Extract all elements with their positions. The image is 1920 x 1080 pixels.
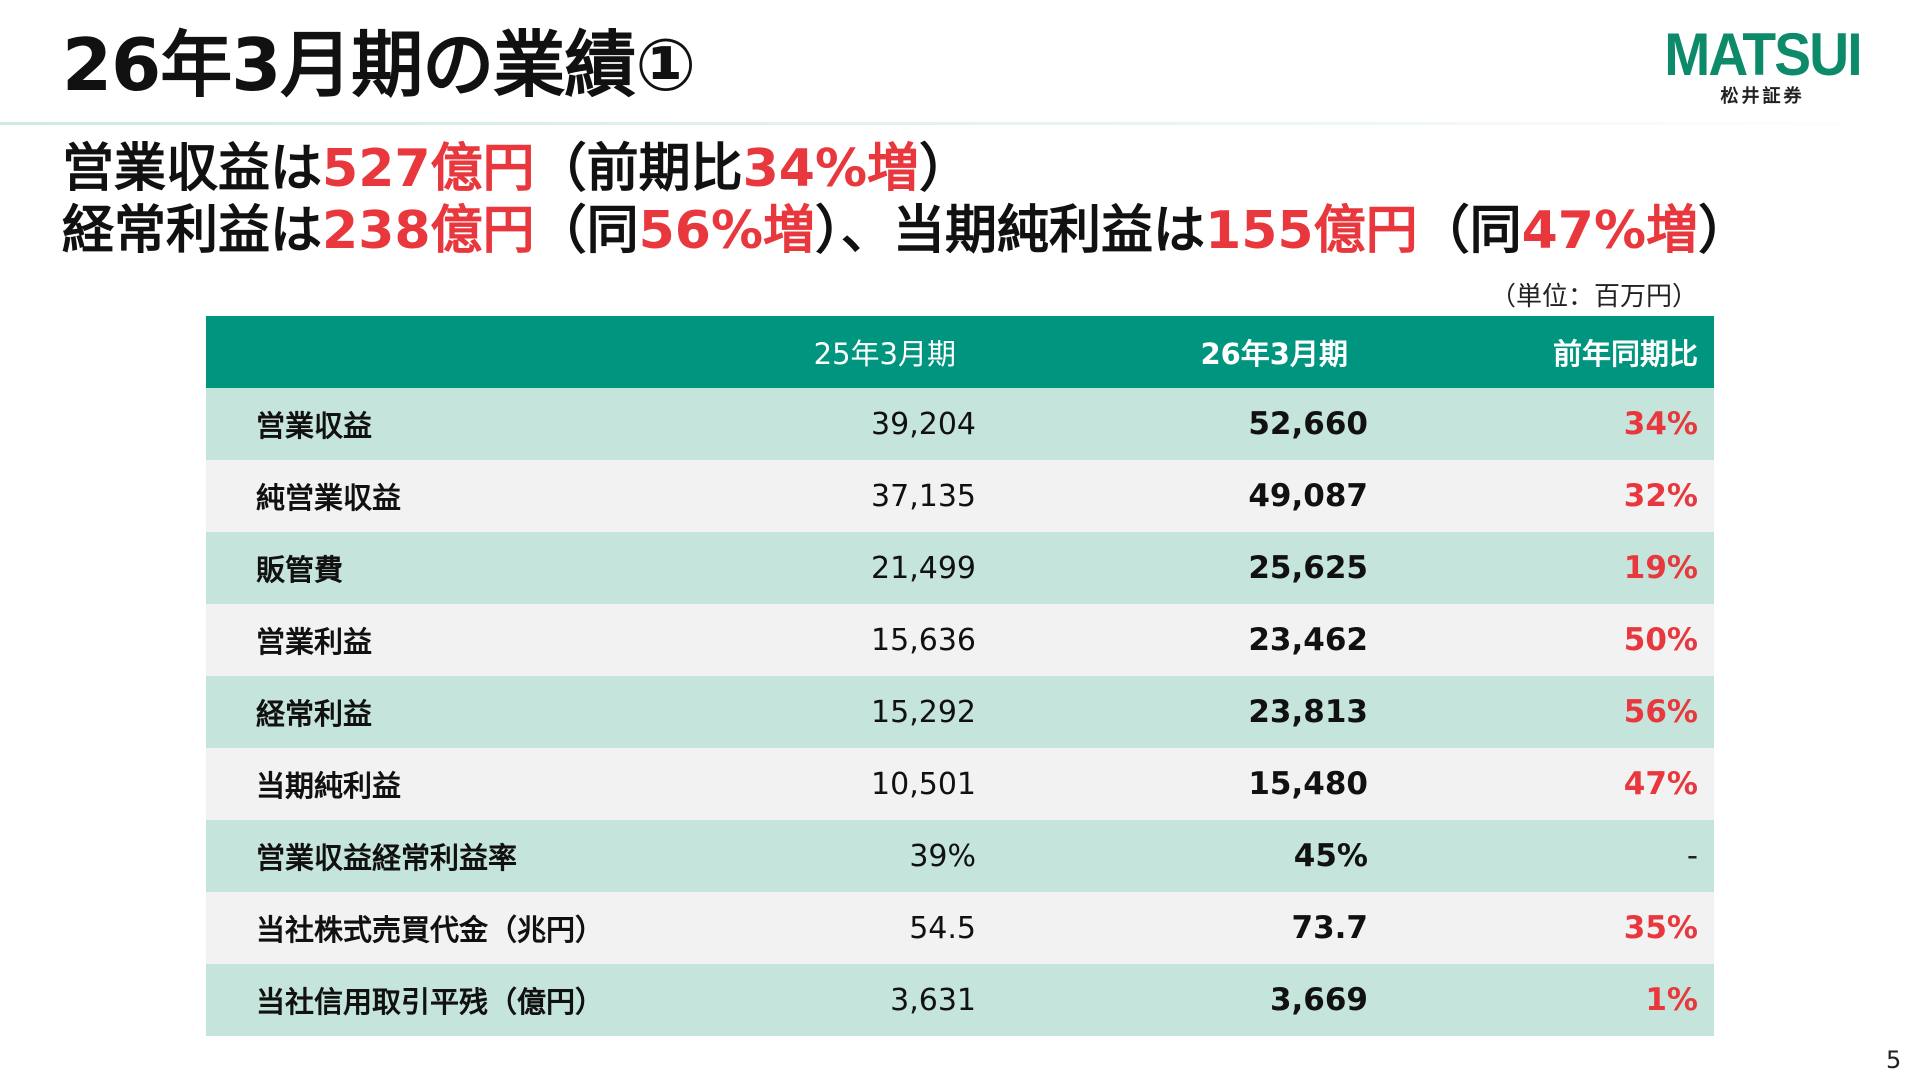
- headline-text: ）、当期純利益は: [815, 201, 1206, 261]
- yoy-value: 32%: [1623, 478, 1698, 514]
- row-label: 純営業収益: [256, 481, 402, 515]
- headline-figure: 47%増: [1521, 201, 1699, 261]
- headline-figure: 238億円: [322, 201, 535, 261]
- current-period-value: 49,087: [1248, 478, 1368, 514]
- current-period-value: 15,480: [1248, 766, 1368, 802]
- header-prev-period: 25年3月期: [813, 337, 956, 371]
- table-row: 純営業収益 37,135 49,087 32%: [206, 460, 1714, 532]
- table-row: 経常利益 15,292 23,813 56%: [206, 676, 1714, 748]
- row-label: 当社株式売買代金（兆円）: [256, 913, 605, 947]
- headline-figure: 56%増: [638, 201, 816, 261]
- headline-line-2: 経常利益は238億円（同56%増）、当期純利益は155億円（同47%増）: [62, 200, 1750, 262]
- headline-line-1: 営業収益は527億円（前期比34%増）: [62, 138, 1750, 200]
- table-row: 当社信用取引平残（億円） 3,631 3,669 1%: [206, 964, 1714, 1036]
- table-row: 販管費 21,499 25,625 19%: [206, 532, 1714, 604]
- page-number: 5: [1886, 1046, 1902, 1074]
- row-label: 当社信用取引平残（億円）: [256, 985, 605, 1019]
- current-period-value: 3,669: [1269, 982, 1368, 1018]
- row-label: 経常利益: [256, 697, 373, 731]
- table-body: 営業収益 39,204 52,660 34% 純営業収益 37,135 49,087 32% 販…: [206, 388, 1714, 1036]
- headline-text: ）: [1698, 201, 1751, 261]
- table-row: 営業収益経常利益率 39% 45% -: [206, 820, 1714, 892]
- prev-period-value: 39%: [909, 838, 976, 874]
- header-current-period: 26年3月期: [1200, 337, 1348, 371]
- matsui-logo: MATSUI 松井証券: [1650, 24, 1875, 108]
- table-row: 営業収益 39,204 52,660 34%: [206, 388, 1714, 460]
- current-period-value: 25,625: [1248, 550, 1368, 586]
- row-label: 営業収益: [256, 409, 373, 443]
- row-label: 販管費: [256, 553, 344, 587]
- headline-text: 経常利益は: [62, 201, 323, 261]
- current-period-value: 23,462: [1248, 622, 1368, 658]
- table-header-row: 25年3月期 26年3月期 前年同期比: [206, 316, 1714, 388]
- yoy-value: 34%: [1623, 406, 1698, 442]
- results-table: 25年3月期 26年3月期 前年同期比 営業収益 39,204 52,660 34% 純…: [206, 316, 1714, 1036]
- headline: 営業収益は527億円（前期比34%増） 経常利益は238億円（同56%増）、当期…: [62, 138, 1750, 262]
- prev-period-value: 54.5: [909, 910, 976, 946]
- yoy-value: 1%: [1645, 982, 1698, 1018]
- prev-period-value: 21,499: [871, 550, 976, 586]
- table-row: 営業利益 15,636 23,462 50%: [206, 604, 1714, 676]
- headline-figure: 155億円: [1205, 201, 1418, 261]
- yoy-value: 19%: [1623, 550, 1698, 586]
- current-period-value: 73.7: [1291, 910, 1369, 946]
- prev-period-value: 15,292: [871, 694, 976, 730]
- headline-text: ）: [919, 139, 972, 199]
- row-label: 営業利益: [256, 625, 373, 659]
- prev-period-value: 15,636: [871, 622, 976, 658]
- logo-wordmark: MATSUI: [1664, 21, 1862, 88]
- table-row: 当期純利益 10,501 15,480 47%: [206, 748, 1714, 820]
- current-period-value: 45%: [1293, 838, 1368, 874]
- prev-period-value: 37,135: [871, 478, 976, 514]
- prev-period-value: 3,631: [890, 982, 976, 1018]
- headline-text: 営業収益は: [62, 139, 323, 199]
- headline-text: （前期比: [534, 139, 743, 199]
- current-period-value: 52,660: [1248, 406, 1368, 442]
- table-row: 当社株式売買代金（兆円） 54.5 73.7 35%: [206, 892, 1714, 964]
- yoy-value: -: [1368, 838, 1698, 874]
- row-label: 当期純利益: [256, 769, 402, 803]
- yoy-value: 50%: [1623, 622, 1698, 658]
- yoy-dash: -: [1686, 838, 1698, 874]
- unit-note: （単位：百万円）: [1490, 282, 1699, 312]
- row-label: 営業収益経常利益率: [256, 841, 518, 875]
- yoy-value: 56%: [1623, 694, 1698, 730]
- yoy-value: 35%: [1623, 910, 1698, 946]
- logo-subtitle: 松井証券: [1720, 86, 1805, 107]
- prev-period-value: 39,204: [871, 406, 976, 442]
- headline-text: （同: [534, 201, 639, 261]
- current-period-value: 23,813: [1248, 694, 1368, 730]
- headline-figure: 527億円: [322, 139, 535, 199]
- slide-title: 26年3月期の業績①: [62, 23, 696, 107]
- headline-text: （同: [1417, 201, 1522, 261]
- header-yoy: 前年同期比: [1552, 337, 1698, 371]
- headline-figure: 34%増: [742, 139, 920, 199]
- prev-period-value: 10,501: [871, 766, 976, 802]
- title-divider: [0, 122, 1920, 125]
- yoy-value: 47%: [1623, 766, 1698, 802]
